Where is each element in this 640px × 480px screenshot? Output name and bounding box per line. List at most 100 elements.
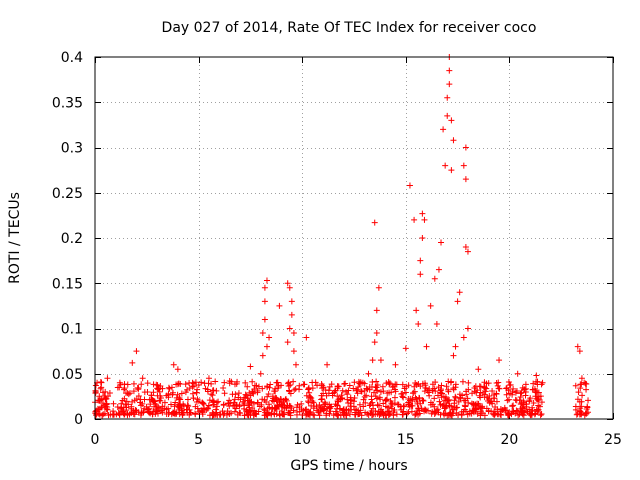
data-point bbox=[517, 394, 524, 401]
data-point bbox=[210, 411, 217, 418]
data-point bbox=[448, 167, 455, 174]
y-tick-label: 0.05 bbox=[52, 367, 83, 383]
data-point bbox=[257, 370, 264, 377]
x-tick-label: 0 bbox=[91, 432, 100, 448]
y-tick-label: 0.25 bbox=[52, 186, 83, 202]
y-tick-label: 0.2 bbox=[61, 231, 83, 247]
data-point bbox=[377, 388, 384, 395]
data-point bbox=[220, 385, 227, 392]
data-point bbox=[309, 385, 316, 392]
data-point bbox=[362, 399, 369, 406]
data-point bbox=[258, 401, 265, 408]
data-point bbox=[392, 381, 399, 388]
data-point bbox=[254, 399, 261, 406]
data-point bbox=[509, 403, 516, 410]
data-point bbox=[382, 403, 389, 410]
data-point bbox=[132, 407, 139, 414]
data-point bbox=[533, 372, 540, 379]
data-point bbox=[479, 389, 486, 396]
data-point bbox=[404, 410, 411, 417]
data-point bbox=[419, 235, 426, 241]
data-point bbox=[92, 382, 99, 389]
data-point bbox=[578, 398, 585, 405]
data-point bbox=[399, 381, 406, 388]
data-point bbox=[182, 381, 189, 388]
data-point bbox=[114, 384, 121, 391]
data-point bbox=[513, 407, 520, 414]
x-tick-label: 25 bbox=[604, 432, 622, 448]
data-point bbox=[486, 399, 493, 406]
data-point bbox=[444, 112, 451, 119]
data-point bbox=[583, 380, 590, 387]
data-point bbox=[495, 385, 502, 392]
data-point bbox=[496, 357, 503, 364]
data-point bbox=[270, 395, 277, 402]
data-point bbox=[481, 384, 488, 391]
data-point bbox=[373, 307, 380, 314]
data-point bbox=[152, 410, 159, 417]
data-point bbox=[101, 393, 108, 400]
data-point bbox=[151, 403, 158, 410]
data-point bbox=[184, 396, 191, 403]
data-point bbox=[493, 398, 500, 405]
data-point bbox=[373, 330, 380, 337]
data-point bbox=[156, 397, 163, 404]
data-point bbox=[308, 402, 315, 409]
data-point bbox=[537, 412, 544, 419]
data-point bbox=[443, 383, 450, 390]
data-point bbox=[323, 410, 330, 417]
data-point bbox=[388, 405, 395, 412]
data-point bbox=[320, 407, 327, 414]
data-point bbox=[374, 382, 381, 389]
data-point bbox=[296, 382, 303, 389]
data-point bbox=[434, 392, 441, 399]
data-point bbox=[522, 392, 529, 399]
data-point bbox=[382, 397, 389, 404]
data-point bbox=[371, 219, 378, 226]
data-point bbox=[530, 399, 537, 406]
data-point bbox=[206, 397, 213, 404]
data-point bbox=[241, 402, 248, 409]
tick-labels: 0 5 10 15 20 25 0 0.05 0.1 0.15 0.2 0.25 0.3 0.35 0.4 bbox=[52, 50, 622, 448]
data-point bbox=[435, 266, 442, 273]
data-point bbox=[448, 117, 455, 124]
data-point bbox=[417, 257, 424, 264]
data-point bbox=[290, 378, 297, 385]
data-point bbox=[527, 395, 534, 402]
data-point bbox=[252, 410, 259, 417]
data-point bbox=[151, 398, 158, 405]
data-point bbox=[353, 387, 360, 394]
data-point bbox=[173, 381, 180, 388]
data-point bbox=[171, 403, 178, 410]
data-point bbox=[504, 411, 511, 418]
data-point bbox=[489, 388, 496, 395]
data-point bbox=[532, 393, 539, 400]
data-point bbox=[489, 400, 496, 407]
data-point bbox=[231, 396, 238, 403]
data-point bbox=[150, 381, 157, 388]
data-point bbox=[535, 402, 542, 409]
data-point bbox=[450, 352, 457, 359]
data-point bbox=[421, 406, 428, 413]
data-point bbox=[411, 216, 418, 223]
data-point bbox=[576, 348, 583, 355]
data-point bbox=[475, 366, 482, 373]
data-point bbox=[259, 352, 266, 359]
data-point bbox=[150, 389, 157, 396]
data-point bbox=[124, 381, 131, 388]
data-point bbox=[265, 391, 272, 398]
data-point bbox=[465, 379, 472, 386]
data-point bbox=[129, 359, 136, 366]
data-point bbox=[291, 386, 298, 393]
data-point bbox=[446, 81, 453, 88]
data-point bbox=[130, 380, 137, 387]
data-point bbox=[264, 393, 271, 400]
data-point bbox=[506, 382, 513, 389]
data-point bbox=[452, 393, 459, 400]
data-point bbox=[98, 404, 105, 411]
data-point bbox=[391, 386, 398, 393]
data-point bbox=[314, 382, 321, 389]
data-point bbox=[261, 316, 268, 323]
data-point bbox=[509, 391, 516, 398]
data-point bbox=[413, 307, 420, 314]
